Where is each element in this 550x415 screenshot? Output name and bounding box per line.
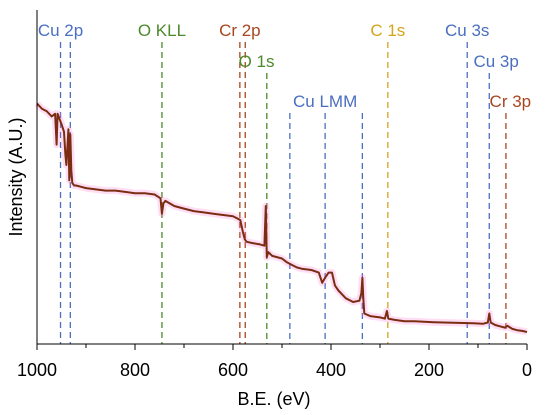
x-axis-title: B.E. (eV) xyxy=(237,389,310,409)
peak-marker-labels: Cu 2p O KLL Cr 2p O 1s Cu LMM C 1s Cu 3s Cu 3p C… xyxy=(38,21,531,111)
peak-marker-label: O 1s xyxy=(239,52,275,71)
peak-marker-label: Cu 2p xyxy=(38,21,83,40)
x-tick-label: 200 xyxy=(414,360,444,380)
x-tick-label: 800 xyxy=(120,360,150,380)
x-tick-label: 400 xyxy=(316,360,346,380)
y-axis-title: Intensity (A.U.) xyxy=(6,117,26,236)
axes: 1000 800 600 400 200 0 xyxy=(17,10,532,380)
peak-marker-label: Cr 2p xyxy=(219,21,261,40)
peak-marker-label: O KLL xyxy=(138,21,186,40)
x-tick-label: 600 xyxy=(218,360,248,380)
peak-marker-label: Cu 3s xyxy=(445,21,489,40)
x-tick-label: 1000 xyxy=(17,360,57,380)
series-line xyxy=(36,102,528,333)
peak-marker-label: Cr 3p xyxy=(490,92,532,111)
series-group xyxy=(34,101,528,336)
x-tick-label: 0 xyxy=(522,360,532,380)
peak-marker-label: Cu LMM xyxy=(293,92,357,111)
x-ticks: 1000 800 600 400 200 0 xyxy=(17,344,532,380)
series-glow xyxy=(34,101,528,336)
peak-marker-label: Cu 3p xyxy=(473,52,518,71)
peak-marker-label: C 1s xyxy=(370,21,405,40)
